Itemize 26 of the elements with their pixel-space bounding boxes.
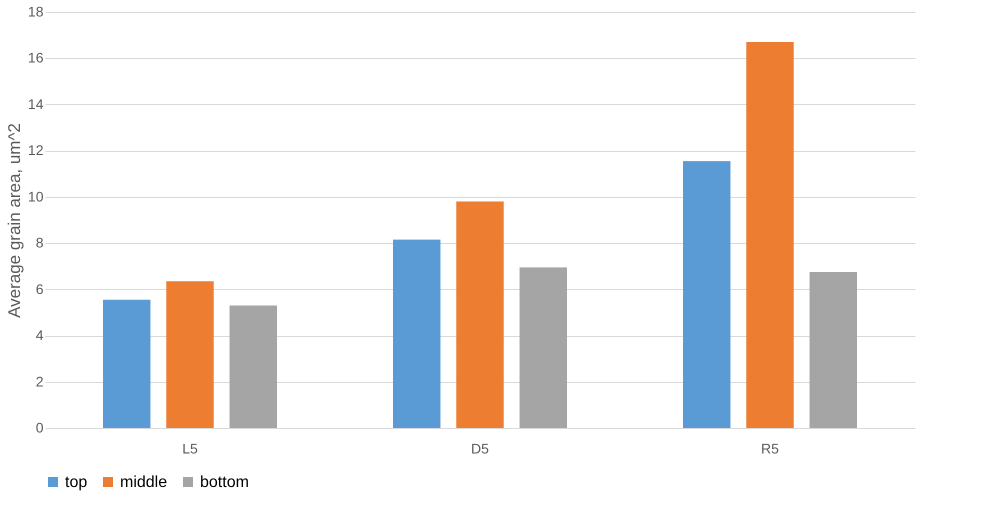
y-tick-label: 2 bbox=[36, 373, 44, 390]
bar bbox=[746, 42, 794, 428]
y-tick-label: 18 bbox=[28, 4, 44, 20]
bar bbox=[393, 240, 440, 428]
y-tick-label: 0 bbox=[36, 420, 44, 436]
x-tick-label: R5 bbox=[761, 440, 780, 456]
x-tick-label: D5 bbox=[471, 440, 490, 456]
y-tick-label: 10 bbox=[28, 188, 44, 204]
bar bbox=[230, 306, 277, 428]
y-tick-label: 14 bbox=[28, 96, 44, 112]
y-axis-title: Average grain area, um^2 bbox=[4, 123, 24, 318]
legend-label: bottom bbox=[200, 474, 249, 491]
bar bbox=[810, 272, 857, 428]
bar bbox=[166, 281, 214, 428]
bar bbox=[103, 300, 150, 428]
y-tick-label: 12 bbox=[28, 142, 44, 158]
bar bbox=[456, 202, 504, 428]
x-tick-label: L5 bbox=[182, 440, 198, 456]
bar bbox=[520, 267, 567, 428]
y-tick-label: 8 bbox=[36, 234, 44, 251]
bar bbox=[683, 161, 730, 428]
y-tick-label: 6 bbox=[36, 280, 44, 297]
y-tick-label: 16 bbox=[28, 50, 44, 66]
legend-label: top bbox=[65, 474, 88, 491]
legend-label: middle bbox=[120, 474, 168, 491]
y-tick-label: 4 bbox=[36, 327, 44, 344]
